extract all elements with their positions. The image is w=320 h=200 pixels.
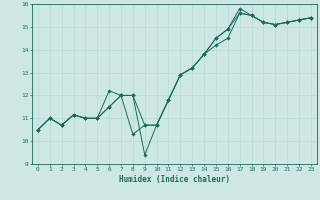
X-axis label: Humidex (Indice chaleur): Humidex (Indice chaleur) <box>119 175 230 184</box>
